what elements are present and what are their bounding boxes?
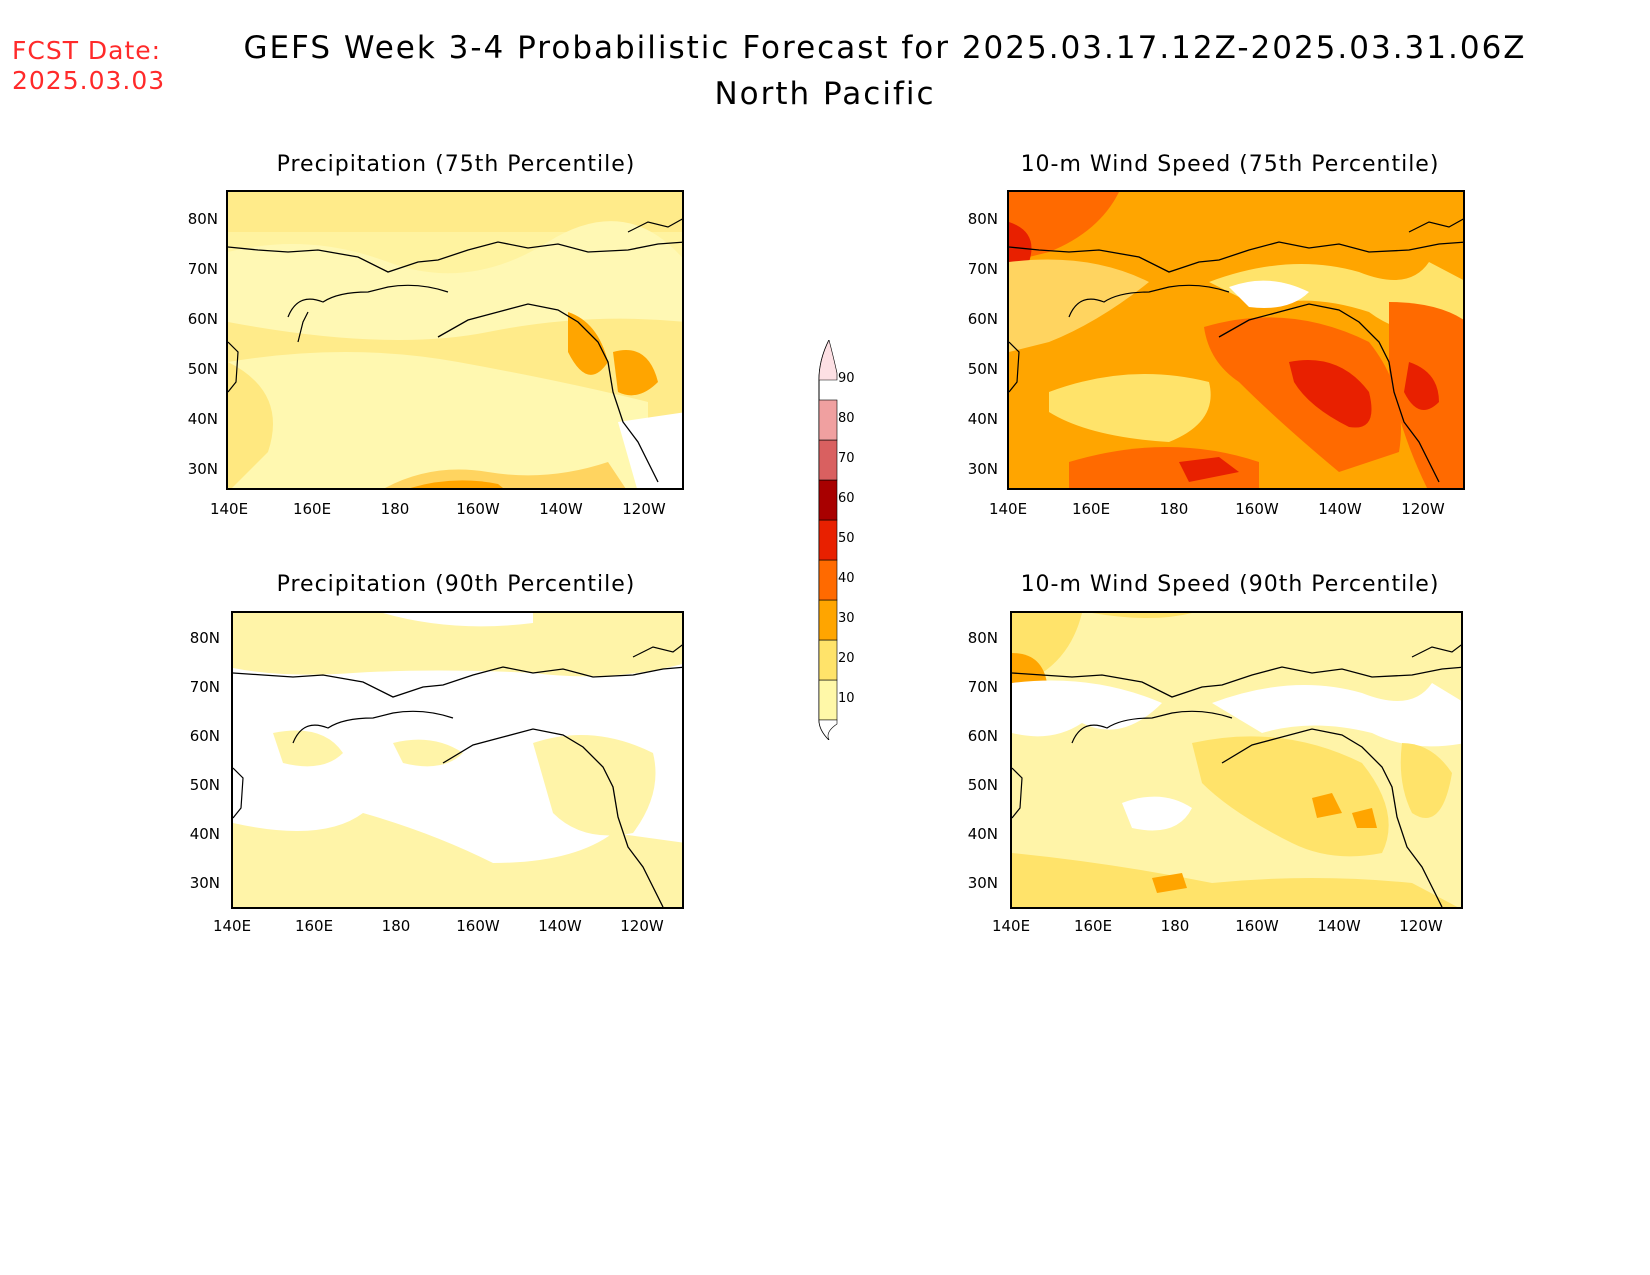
colorbar-end-cap [818,719,838,740]
forecast-date-label: FCST Date: [12,36,162,65]
colorbar-label: 30 [838,611,855,626]
colorbar-swatch [818,519,838,561]
lat-label: 40N [967,825,998,843]
lat-label: 40N [187,410,218,428]
lat-label: 70N [187,260,218,278]
lat-label: 60N [189,727,220,745]
map-wind90 [1010,611,1463,909]
lon-label: 160W [1235,917,1279,935]
lat-label: 60N [187,310,218,328]
lat-label: 30N [187,460,218,478]
lat-label: 80N [189,629,220,647]
lat-label: 70N [189,678,220,696]
lat-label: 70N [967,260,998,278]
colorbar-swatch [818,479,838,521]
lat-label: 80N [967,629,998,647]
lon-label: 120W [1399,917,1443,935]
colorbar-label: 50 [838,531,855,546]
lat-label: 50N [967,360,998,378]
lon-label: 140E [991,917,1031,935]
lon-label: 120W [622,500,666,518]
lat-label: 60N [967,727,998,745]
colorbar-label: 10 [838,691,855,706]
lat-label: 30N [967,874,998,892]
colorbar-swatch [818,439,838,481]
panel-title-wind75: 10-m Wind Speed (75th Percentile) [1020,152,1440,177]
colorbar-label: 70 [838,451,855,466]
colorbar-label: 60 [838,491,855,506]
page-title: GEFS Week 3-4 Probabilistic Forecast for… [243,30,1527,66]
panel-title-precip75: Precipitation (75th Percentile) [276,152,636,177]
colorbar-swatch [818,599,838,641]
colorbar-swatch [818,639,838,681]
lat-label: 60N [967,310,998,328]
forecast-date-block: FCST Date: 2025.03.03 [12,36,165,96]
lon-label: 140W [539,500,583,518]
lon-label: 160E [292,500,332,518]
lat-label: 40N [967,410,998,428]
colorbar-swatch [818,679,838,721]
lon-label: 120W [620,917,664,935]
lat-label: 50N [187,360,218,378]
lon-label: 140E [209,500,249,518]
colorbar-label: 90 [838,371,855,386]
lat-label: 80N [187,210,218,228]
lat-label: 70N [967,678,998,696]
lon-label: 140W [1318,500,1362,518]
panel-title-precip90: Precipitation (90th Percentile) [276,572,636,597]
lon-label: 180 [380,500,410,518]
map-precip90 [231,611,684,909]
lon-label: 160E [1073,917,1113,935]
colorbar-label: 80 [838,411,855,426]
lon-label: 140W [1317,917,1361,935]
lat-label: 40N [189,825,220,843]
colorbar-swatch [818,399,838,441]
lon-label: 160E [1071,500,1111,518]
lat-label: 50N [189,776,220,794]
colorbar-swatch [818,559,838,601]
lon-label: 180 [381,917,411,935]
colorbar-label: 20 [838,651,855,666]
lon-label: 140W [538,917,582,935]
lat-label: 80N [967,210,998,228]
lon-label: 140E [988,500,1028,518]
region-subtitle: North Pacific [714,76,936,112]
forecast-date-value: 2025.03.03 [12,66,166,95]
map-precip75 [226,190,684,490]
lat-label: 30N [189,874,220,892]
lon-label: 180 [1160,917,1190,935]
lon-label: 140E [212,917,252,935]
panel-title-wind90: 10-m Wind Speed (90th Percentile) [1020,572,1440,597]
lon-label: 160W [456,500,500,518]
lon-label: 160E [294,917,334,935]
colorbar-label: 40 [838,571,855,586]
colorbar-swatches [818,340,838,740]
lat-label: 50N [967,776,998,794]
map-wind75 [1007,190,1465,490]
lon-label: 160W [456,917,500,935]
lat-label: 30N [967,460,998,478]
lon-label: 120W [1401,500,1445,518]
lon-label: 180 [1159,500,1189,518]
lon-label: 160W [1235,500,1279,518]
